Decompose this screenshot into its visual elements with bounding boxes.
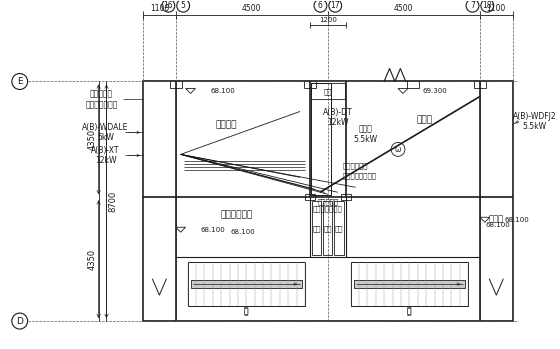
Bar	[305, 194, 315, 200]
Bar	[323, 201, 333, 255]
Text: 风井: 风井	[324, 225, 332, 231]
Text: 7: 7	[470, 1, 475, 10]
Text: 17: 17	[330, 1, 340, 10]
Bar	[188, 262, 305, 306]
Text: 风机房: 风机房	[416, 115, 432, 124]
Text: 69.300: 69.300	[423, 88, 447, 94]
Text: A(B)-XT
12kW: A(B)-XT 12kW	[91, 146, 120, 165]
Text: 4500: 4500	[242, 4, 262, 13]
Text: 下: 下	[407, 307, 412, 317]
Text: 电梯控制箱
随设备配套供货: 电梯控制箱 随设备配套供货	[85, 90, 118, 109]
Text: 风井: 风井	[335, 225, 343, 231]
Text: D: D	[16, 317, 23, 326]
Text: ω: ω	[395, 145, 401, 154]
Text: 1200: 1200	[319, 17, 337, 23]
Text: 风井: 风井	[324, 88, 332, 95]
Text: 4350: 4350	[87, 129, 96, 150]
Polygon shape	[176, 227, 185, 232]
Text: A(B)-WDFJ2
5.5kW: A(B)-WDFJ2 5.5kW	[512, 112, 556, 131]
Text: 电梯控制箱
随设备配套供货: 电梯控制箱 随设备配套供货	[313, 198, 343, 213]
Text: 设备房: 设备房	[489, 215, 504, 224]
Text: 消防电梯机房: 消防电梯机房	[220, 211, 253, 220]
Text: 1100: 1100	[487, 4, 506, 13]
Bar	[474, 81, 486, 88]
Text: 风井: 风井	[312, 225, 321, 231]
Text: 4500: 4500	[394, 4, 414, 13]
Text: 68.100: 68.100	[200, 227, 225, 233]
Text: 68.100: 68.100	[231, 229, 255, 235]
Text: 下: 下	[244, 307, 249, 317]
Bar	[353, 280, 465, 288]
Text: A(B)-WDALE
5kW: A(B)-WDALE 5kW	[82, 123, 129, 142]
Text: 下: 下	[244, 306, 249, 315]
Text: 下: 下	[407, 306, 412, 315]
Text: E: E	[17, 77, 22, 86]
Bar	[190, 280, 302, 288]
Text: 4350: 4350	[87, 248, 96, 270]
Text: 68.100: 68.100	[505, 217, 529, 223]
Text: 68.100: 68.100	[210, 88, 235, 94]
Text: 电梯机房: 电梯机房	[216, 120, 237, 129]
Bar	[170, 81, 181, 88]
Text: 1100: 1100	[150, 4, 169, 13]
Text: 引至弄道紧救据报: 引至弄道紧救据报	[343, 172, 377, 179]
Text: 68.100: 68.100	[486, 222, 510, 228]
Bar	[304, 81, 316, 88]
Bar	[407, 81, 419, 88]
Text: 8700: 8700	[108, 191, 117, 212]
Text: 6: 6	[318, 1, 323, 10]
Bar	[311, 83, 330, 195]
Polygon shape	[398, 89, 408, 94]
Text: A(B)-DT
12kW: A(B)-DT 12kW	[323, 108, 352, 127]
Polygon shape	[480, 217, 490, 222]
Bar	[334, 201, 344, 255]
Text: 18: 18	[483, 1, 492, 10]
Text: 引至弄道照明: 引至弄道照明	[343, 162, 368, 169]
Bar	[143, 82, 513, 321]
Bar	[311, 83, 345, 99]
Bar	[341, 194, 351, 200]
Bar	[351, 262, 468, 306]
Text: 5: 5	[181, 1, 185, 10]
Text: 16: 16	[164, 1, 173, 10]
Text: 排烟机
5.5kW: 排烟机 5.5kW	[353, 125, 377, 144]
Polygon shape	[185, 89, 195, 94]
Bar	[312, 201, 321, 255]
